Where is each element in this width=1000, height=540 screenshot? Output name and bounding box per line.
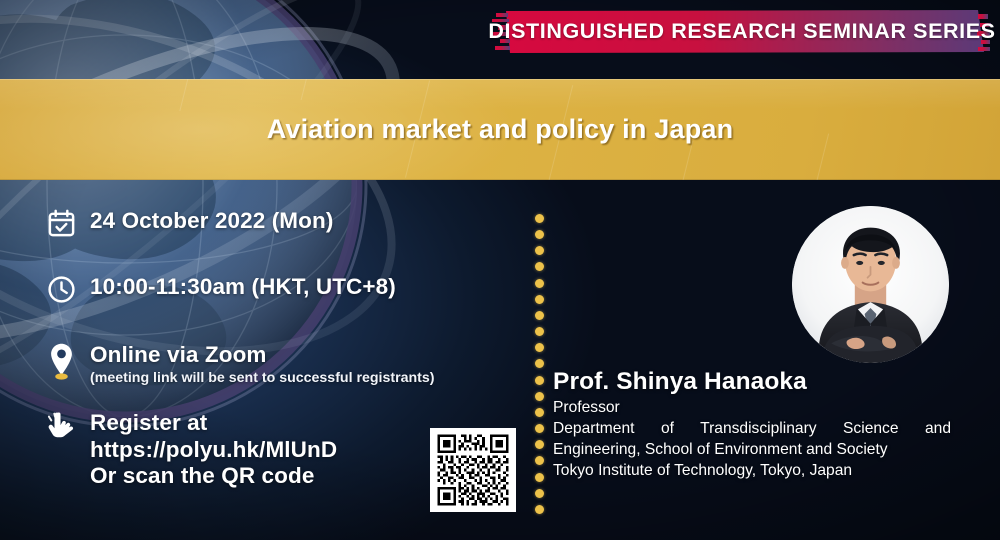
divider-dot	[534, 278, 544, 288]
venue-note: (meeting link will be sent to successful…	[90, 369, 435, 386]
divider-dot	[534, 504, 544, 514]
banner-title: DISTINGUISHED RESEARCH SEMINAR SERIES	[488, 18, 996, 43]
divider-dot	[534, 391, 544, 401]
registration-qr-code[interactable]	[430, 428, 516, 512]
affiliation-line-2: Engineering, School of Environment and S…	[553, 440, 888, 458]
divider-dot	[534, 407, 544, 417]
detail-text-time: 10:00-11:30am (HKT, UTC+8)	[90, 274, 396, 301]
detail-text-register: Register at https://polyu.hk/MlUnD Or sc…	[90, 410, 337, 490]
time-value: 10:00-11:30am (HKT, UTC+8)	[90, 274, 396, 299]
divider-dot	[534, 262, 544, 272]
detail-text-venue: Online via Zoom (meeting link will be se…	[90, 342, 435, 387]
speaker-block: Prof. Shinya Hanaoka Professor Departmen…	[553, 368, 951, 481]
detail-row-venue: Online via Zoom (meeting link will be se…	[46, 342, 435, 387]
title-band: Aviation market and policy in Japan	[0, 79, 1000, 180]
divider-dot	[534, 359, 544, 369]
register-label: Register at	[90, 410, 208, 435]
divider-dot	[534, 456, 544, 466]
title-band-streaks	[0, 79, 1000, 180]
affiliation-line-1: Department of Transdisciplinary Science …	[553, 420, 951, 438]
detail-row-date: 24 October 2022 (Mon)	[46, 208, 333, 239]
divider-dot	[534, 310, 544, 320]
speaker-name: Prof. Shinya Hanaoka	[553, 368, 807, 395]
qr-hint-label: Or scan the QR code	[90, 463, 315, 489]
divider-dot	[534, 294, 544, 304]
register-url[interactable]: https://polyu.hk/MlUnD	[90, 436, 338, 462]
divider-dot	[534, 440, 544, 450]
title-band-glow	[0, 79, 1000, 180]
divider-dot	[534, 488, 544, 498]
detail-text-date: 24 October 2022 (Mon)	[90, 208, 333, 235]
calendar-icon	[46, 208, 90, 239]
detail-row-time: 10:00-11:30am (HKT, UTC+8)	[46, 274, 396, 305]
pointing-hand-icon	[46, 410, 90, 444]
divider-dot	[534, 327, 544, 337]
divider-dot	[534, 246, 544, 256]
affiliation-line-3: Tokyo Institute of Technology, Tokyo, Ja…	[553, 461, 853, 479]
speaker-affiliation: Department of Transdisciplinary Science …	[553, 419, 951, 481]
series-banner: DISTINGUISHED RESEARCH SEMINAR SERIES	[488, 6, 996, 56]
speaker-portrait	[792, 206, 949, 363]
detail-row-register: Register at https://polyu.hk/MlUnD Or sc…	[46, 410, 337, 490]
divider-dot	[534, 375, 544, 385]
date-value: 24 October 2022 (Mon)	[90, 208, 334, 233]
clock-icon	[46, 274, 90, 305]
dotted-divider	[533, 214, 545, 514]
divider-dot	[534, 424, 544, 434]
divider-dot	[534, 214, 544, 223]
divider-dot	[534, 343, 544, 353]
divider-dot	[534, 472, 544, 482]
speaker-role: Professor	[553, 399, 620, 417]
location-pin-icon	[46, 342, 90, 382]
venue-value: Online via Zoom	[90, 342, 267, 367]
divider-dot	[534, 230, 544, 240]
page-title: Aviation market and policy in Japan	[266, 114, 734, 144]
